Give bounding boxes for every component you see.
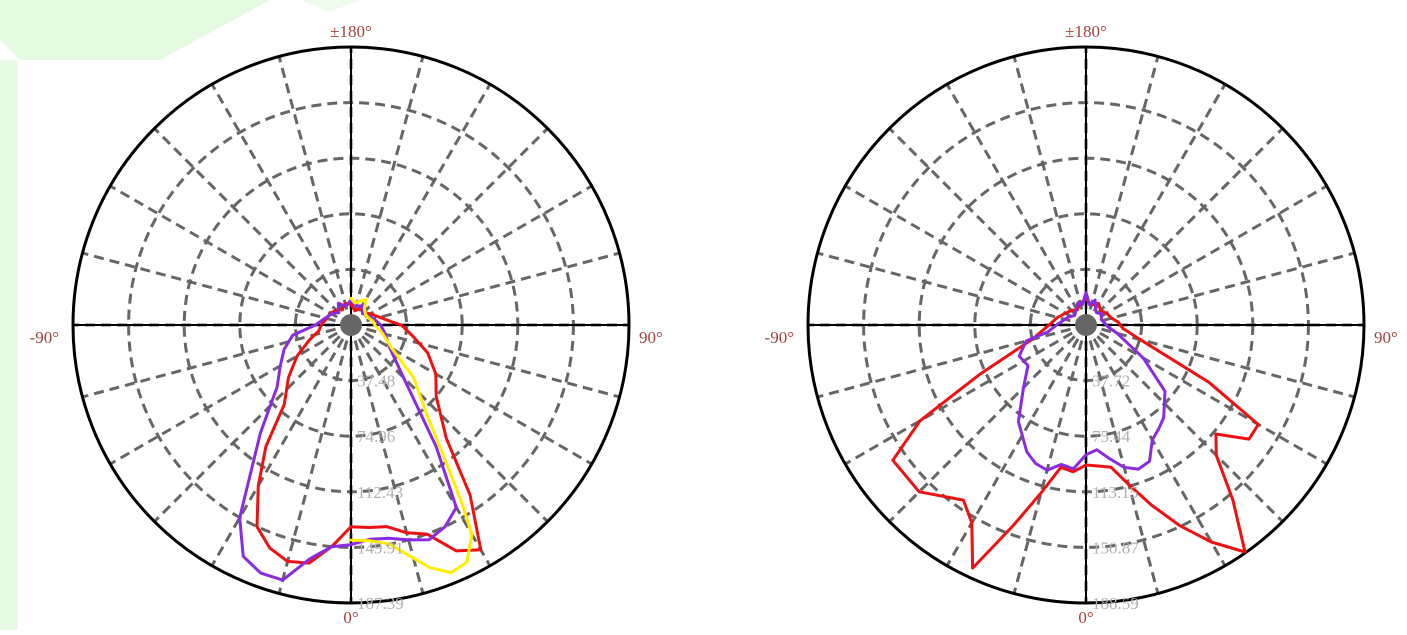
grid-spoke — [1012, 324, 1088, 594]
tick-layer: 37.72 75.44 113.15 150.87 188.59 — [1092, 372, 1139, 613]
angle-label-bottom: 0° — [343, 608, 358, 627]
grid-spoke — [844, 323, 1087, 466]
angle-label-top: ±180° — [330, 22, 372, 41]
radial-tick-label: 188.59 — [1092, 594, 1139, 613]
angle-label-left: -90° — [30, 328, 59, 347]
grid-layer — [71, 45, 631, 605]
radial-tick-label: 149.91 — [357, 538, 404, 557]
radial-tick-label: 150.87 — [1092, 538, 1139, 557]
radial-tick-label: 37.72 — [1092, 372, 1130, 391]
grid-spoke — [349, 83, 492, 326]
grid-spoke — [153, 127, 353, 327]
grid-spoke — [349, 324, 492, 567]
grid-spoke — [109, 323, 352, 466]
angle-label-top: ±180° — [1065, 22, 1107, 41]
grid-spoke — [1084, 56, 1160, 326]
grid-spoke — [1085, 323, 1355, 399]
grid-spoke — [82, 251, 352, 327]
center-dot — [340, 314, 362, 336]
outer-ring — [71, 45, 631, 605]
radial-tick-label: 74.96 — [357, 427, 395, 446]
grid-spoke — [844, 184, 1087, 327]
grid-spoke — [210, 83, 353, 326]
grid-spoke — [153, 323, 353, 523]
grid-spoke — [349, 127, 549, 327]
series-layer — [891, 291, 1260, 570]
series-line — [349, 296, 474, 575]
grid-spoke — [1084, 323, 1284, 523]
series-line — [238, 298, 458, 582]
grid-spoke — [1085, 251, 1355, 327]
radial-tick-label: 112.43 — [357, 483, 403, 502]
angle-label-right: 90° — [1374, 328, 1398, 347]
grid-spoke — [945, 324, 1088, 567]
grid-spoke — [349, 56, 425, 326]
grid-spoke — [1085, 184, 1328, 327]
grid-spoke — [350, 251, 620, 327]
series-line — [1016, 291, 1167, 472]
angle-label-bottom: 0° — [1078, 608, 1093, 627]
grid-spoke — [817, 251, 1087, 327]
radial-tick-label: 187.39 — [357, 594, 404, 613]
grid-spoke — [1084, 324, 1227, 567]
grid-spoke — [1084, 127, 1284, 327]
angle-label-left: -90° — [765, 328, 794, 347]
tick-layer: 37.48 74.96 112.43 149.91 187.39 — [357, 372, 404, 613]
grid-spoke — [888, 323, 1088, 523]
grid-spoke — [817, 323, 1087, 399]
radial-tick-label: 113.15 — [1092, 483, 1138, 502]
grid-spoke — [349, 323, 549, 523]
grid-spoke — [1084, 324, 1160, 594]
series-line — [891, 297, 1260, 570]
grid-spoke — [1012, 56, 1088, 326]
outer-ring — [806, 45, 1366, 605]
series-line — [255, 302, 483, 565]
grid-spoke — [350, 184, 593, 327]
polar-chart-right: 37.72 75.44 113.15 150.87 188.59 ±180° -90° … — [704, 0, 1407, 630]
grid-spoke — [109, 184, 352, 327]
grid-spoke — [945, 83, 1088, 326]
grid-spoke — [349, 324, 425, 594]
grid-spoke — [888, 127, 1088, 327]
radial-tick-label: 75.44 — [1092, 427, 1131, 446]
grid-spoke — [1085, 323, 1328, 466]
polar-chart-left: 37.48 74.96 112.43 149.91 187.39 ±180° -90° … — [0, 0, 704, 630]
grid-spoke — [277, 56, 353, 326]
grid-spoke — [350, 323, 593, 466]
series-layer — [238, 296, 483, 582]
grid-spoke — [210, 324, 353, 567]
grid-spoke — [350, 323, 620, 399]
grid-layer — [806, 45, 1366, 605]
angle-label-right: 90° — [639, 328, 663, 347]
grid-spoke — [1084, 83, 1227, 326]
radial-tick-label: 37.48 — [357, 372, 395, 391]
center-dot — [1075, 314, 1097, 336]
grid-spoke — [82, 323, 352, 399]
grid-spoke — [277, 324, 353, 594]
